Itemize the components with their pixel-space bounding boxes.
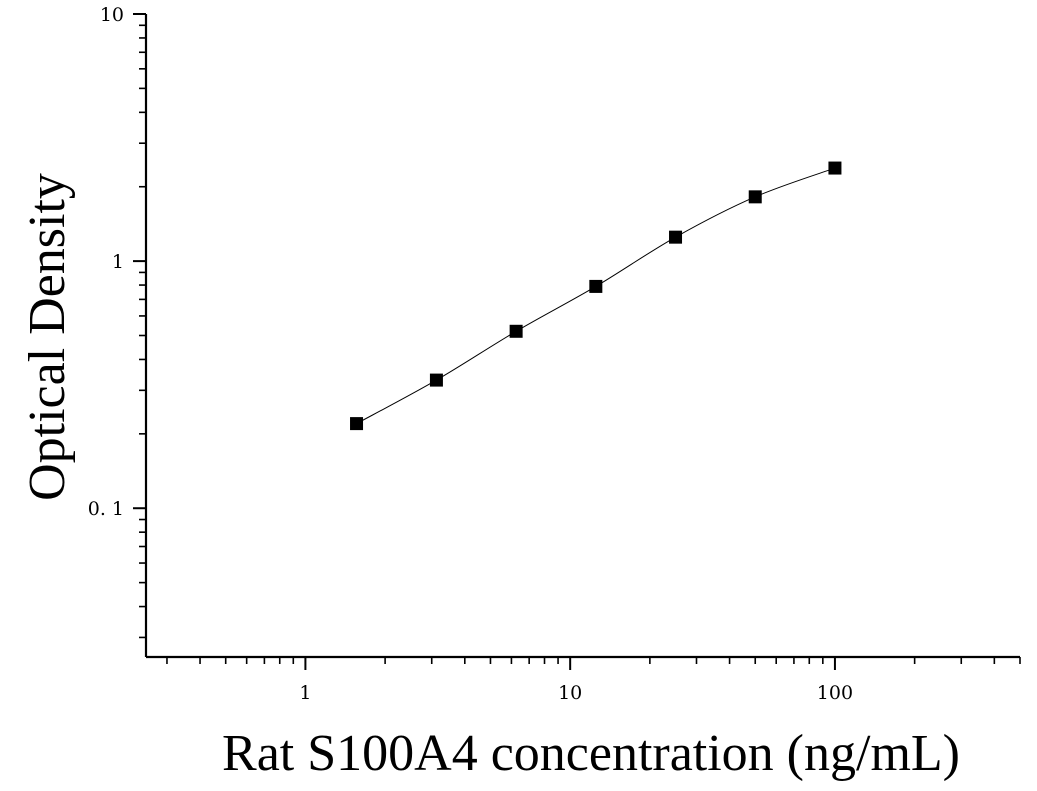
y-tick-label: 1 — [112, 251, 124, 273]
y-axis-title: Optical Density — [19, 173, 76, 501]
x-tick-label: 10 — [558, 682, 582, 704]
y-tick-label: 0. 1 — [88, 498, 124, 520]
x-tick-label: 100 — [817, 682, 853, 704]
data-point — [589, 279, 603, 293]
data-point — [429, 373, 443, 387]
major-ticks — [133, 13, 836, 670]
y-tick-label: 10 — [100, 4, 124, 26]
data-point — [509, 324, 523, 338]
x-tick-label: 1 — [299, 682, 311, 704]
data-points — [350, 161, 842, 431]
data-point — [828, 161, 842, 175]
data-point — [350, 417, 364, 431]
data-point — [748, 190, 762, 204]
tick-labels: 1 10 100 0. 1 1 10 — [88, 4, 853, 704]
fit-curve — [356, 167, 836, 425]
x-axis-title: Rat S100A4 concentration (ng/mL) — [222, 725, 960, 782]
data-point — [669, 230, 683, 244]
minor-ticks — [139, 24, 1021, 664]
